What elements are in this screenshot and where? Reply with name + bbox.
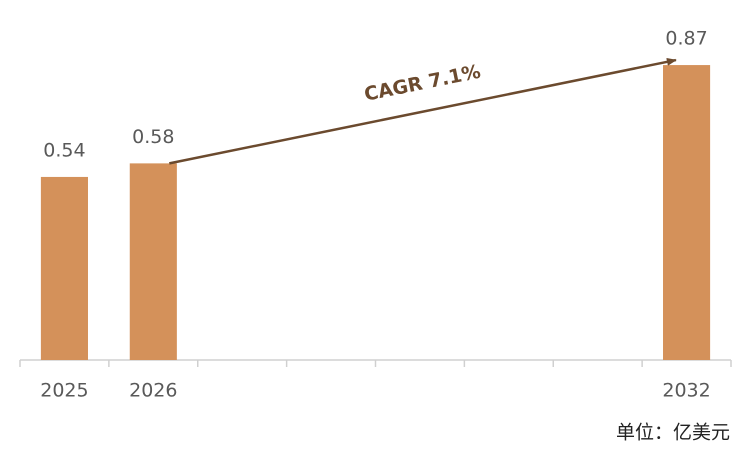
unit-label: 单位：亿美元 [616,422,730,444]
data-label: 0.87 [665,28,707,50]
bar [40,176,88,360]
x-tick-label: 2026 [129,380,177,402]
x-tick-label: 2032 [662,380,710,402]
data-label: 0.54 [43,139,85,161]
bar [129,163,177,360]
annotation: CAGR 7.1% [362,61,482,106]
x-tick-label: 2025 [40,380,88,402]
bar [663,65,711,360]
data-label: 0.58 [132,126,174,148]
cagr-arrow [169,57,677,165]
